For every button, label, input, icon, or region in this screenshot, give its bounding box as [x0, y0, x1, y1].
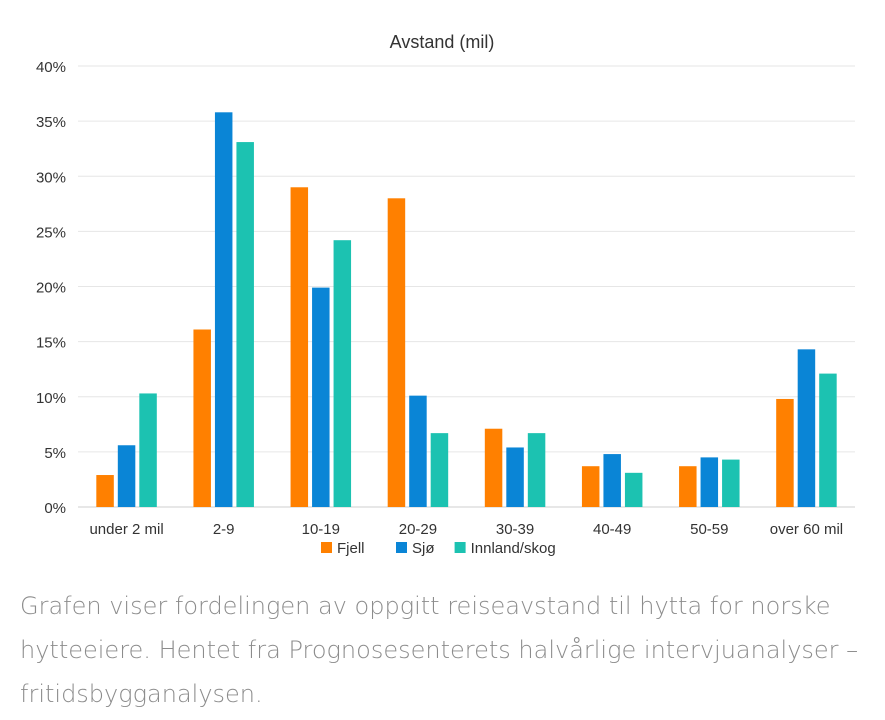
bar-fjell-0: [96, 475, 114, 507]
bar-innland-skog-3: [430, 433, 449, 507]
x-tick-label: under 2 mil: [89, 521, 163, 538]
y-tick-label: 30%: [36, 169, 66, 186]
y-tick-label: 25%: [36, 224, 66, 241]
y-tick-label: 5%: [44, 445, 66, 462]
legend-swatch: [321, 542, 332, 553]
bar-sj--7: [797, 349, 816, 507]
y-tick-label: 15%: [36, 335, 66, 352]
y-axis-ticks: 0% 5% 10% 15% 20% 25% 30% 35% 40%: [36, 59, 66, 517]
bar-innland-skog-5: [624, 472, 643, 507]
bar-innland-skog-4: [527, 433, 546, 507]
bar-fjell-2: [290, 187, 309, 507]
x-tick-label: 2-9: [213, 521, 235, 538]
chart-title: Avstand (mil): [390, 32, 495, 52]
x-tick-label: over 60 mil: [770, 521, 843, 538]
legend-swatch: [396, 542, 407, 553]
bar-sj--5: [603, 454, 621, 507]
chart-svg: Avstand (mil) 0%5%10%15%20%25%30%35%40% …: [36, 32, 855, 557]
bar-sj--1: [214, 112, 233, 508]
bar-innland-skog-2: [333, 240, 352, 507]
x-tick-label: 30-39: [496, 521, 534, 538]
bar-sj--4: [506, 447, 524, 507]
bar-innland-skog-1: [236, 142, 254, 507]
bar-sj--6: [700, 457, 719, 507]
y-tick-label: 40%: [36, 59, 66, 76]
bar-sj--2: [312, 287, 330, 507]
x-tick-label: 20-29: [399, 521, 437, 538]
y-tick-label: 0%: [44, 500, 66, 517]
bars: [96, 112, 837, 508]
bar-fjell-4: [484, 428, 503, 507]
legend-swatch: [454, 542, 466, 553]
y-tick-label: 10%: [36, 390, 66, 407]
bar-sj--3: [409, 395, 427, 507]
bar-innland-skog-6: [722, 459, 740, 507]
bar-innland-skog-0: [139, 393, 157, 507]
bar-fjell-3: [387, 198, 406, 508]
x-tick-label: 10-19: [302, 521, 340, 538]
bar-chart: Avstand (mil) 0% 5% 10% 15% 20% 25% 30% 35% 40% …: [36, 32, 855, 557]
figure-caption: Grafen viser fordelingen av oppgitt reis…: [20, 592, 859, 708]
bar-innland-skog-7: [819, 373, 837, 507]
y-tick-label: 35%: [36, 114, 66, 131]
bar-fjell-6: [679, 466, 697, 507]
bar-sj--0: [117, 445, 136, 507]
bar-fjell-5: [581, 466, 600, 507]
bar-fjell-1: [193, 329, 211, 507]
x-tick-label: 40-49: [593, 521, 631, 538]
legend-label: Sjø: [412, 540, 435, 557]
legend-label: Innland/skog: [471, 540, 556, 557]
x-tick-label: 50-59: [690, 521, 728, 538]
legend: Fjell Sjø Innland/skog: [321, 540, 556, 557]
y-tick-label: 20%: [36, 280, 66, 297]
bar-fjell-7: [776, 398, 794, 507]
legend-label: Fjell: [337, 540, 365, 557]
x-axis-ticks: under 2 mil 2-9 10-19 20-29 30-39 40-49 50-59 o…: [89, 521, 843, 538]
